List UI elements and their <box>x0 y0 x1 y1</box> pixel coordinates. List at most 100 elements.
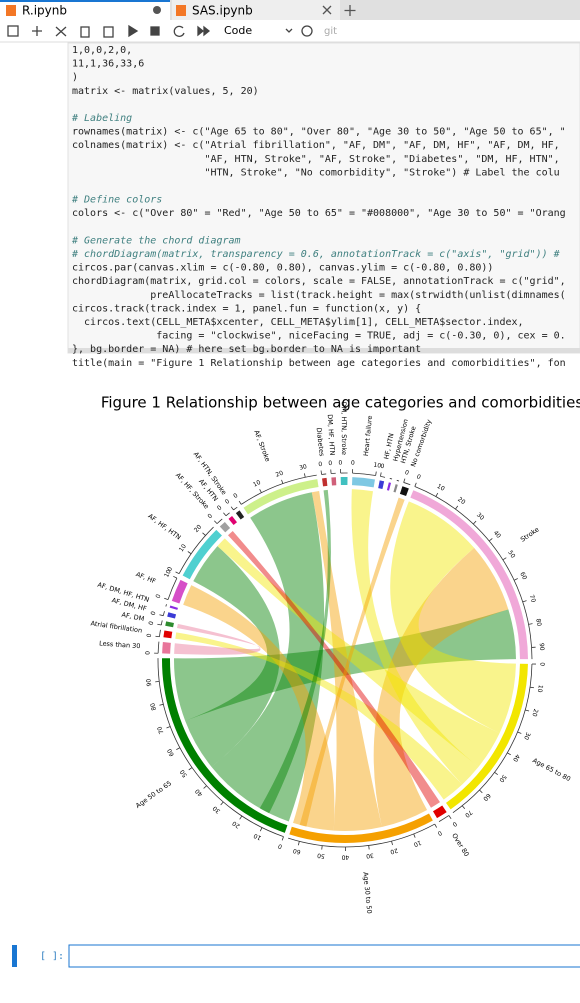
tick-label: 90 <box>538 643 546 651</box>
code-line: chordDiagram(matrix, grid.col = colors, … <box>72 276 566 287</box>
tick-label: 0 <box>328 460 333 467</box>
tick-label: 0 <box>145 651 152 655</box>
tick-label: 0 <box>155 593 163 599</box>
tick-label: 50 <box>317 852 326 860</box>
sector-label: AF, Stroke <box>252 429 271 463</box>
axis-line <box>217 519 222 524</box>
tick <box>214 521 217 524</box>
axis-line <box>159 630 160 637</box>
tick-label: 40 <box>341 853 349 860</box>
cell-type[interactable]: Code <box>224 24 252 37</box>
tick-label: 0 <box>224 498 231 506</box>
axis-line <box>352 473 375 475</box>
axis-line <box>397 480 399 481</box>
sector-label: Age 65 to 80 <box>531 756 572 783</box>
tick-label: 10 <box>536 684 544 693</box>
axis-line <box>233 507 237 510</box>
tick-label: 90 <box>145 678 153 687</box>
tick-label: 50 <box>497 773 507 783</box>
tick <box>479 790 482 793</box>
tick <box>489 538 492 541</box>
axis-line <box>161 620 162 625</box>
tick <box>189 768 192 770</box>
tick-label: 0 <box>451 820 458 828</box>
tick-label: 10 <box>178 543 188 553</box>
sector-label: Less than 30 <box>99 639 141 650</box>
tick <box>173 576 177 578</box>
tick <box>260 828 262 832</box>
axis-line <box>226 513 230 516</box>
tick <box>455 506 457 509</box>
sector-arc <box>236 510 244 519</box>
sector-label: DM, HF, HTN <box>326 414 337 456</box>
tick <box>204 786 207 789</box>
tick-label: 30 <box>475 512 485 522</box>
sector-label: AF, HF, HTN <box>146 512 182 542</box>
input-cell[interactable] <box>69 945 580 967</box>
tick <box>529 624 533 625</box>
sector-label: DM, HTN, Stroke <box>340 402 348 455</box>
tick <box>203 533 206 536</box>
tick <box>298 841 299 845</box>
tick <box>523 601 527 602</box>
code-line: circos.par(canvas.xlim = c(-0.80, 0.80),… <box>72 263 493 274</box>
tick <box>231 507 233 510</box>
sector-arc <box>167 612 176 618</box>
sector-arc <box>433 805 447 818</box>
tick <box>462 806 465 809</box>
sector-label: Stroke <box>519 525 541 543</box>
sector-arc <box>352 477 375 487</box>
code-line: facing = "clockwise", niceFacing = TRUE,… <box>72 331 566 342</box>
tick <box>518 732 522 734</box>
tick <box>436 493 438 496</box>
code-line: circos.text(CELL_META$xcenter, CELL_META… <box>72 317 524 328</box>
tick <box>176 572 180 574</box>
tick-label: 0 <box>436 829 443 837</box>
tick-label: 70 <box>156 725 165 735</box>
tick <box>369 845 370 849</box>
tick-label: 10 <box>412 839 422 848</box>
tick <box>164 598 168 599</box>
sector-arc <box>163 631 172 639</box>
tick-label: 80 <box>534 618 542 627</box>
code-line: # chordDiagram(matrix, transparency = 0.… <box>71 249 561 260</box>
tick <box>159 615 163 616</box>
tick-label: 0 <box>380 463 385 471</box>
git[interactable]: git <box>324 26 337 37</box>
tick-label: 10 <box>252 832 262 842</box>
code-line: colors <- c("Over 80" = "Red", "Age 50 t… <box>72 208 566 219</box>
sector-arc <box>331 477 336 485</box>
chords <box>174 489 516 831</box>
tick <box>473 521 476 524</box>
sector-arc <box>387 482 391 490</box>
tick <box>188 551 191 553</box>
code-line: }, bg.border = NA) # here set bg.border … <box>72 344 421 355</box>
tick <box>221 802 224 805</box>
code-line: title(main = "Figure 1 Relationship betw… <box>72 358 566 369</box>
tick <box>282 837 283 841</box>
sector-label: AF, DM <box>121 611 145 623</box>
tick-label: 0 <box>338 460 342 467</box>
stop[interactable] <box>151 27 159 35</box>
tick <box>415 483 416 487</box>
tick-label: 60 <box>518 571 528 581</box>
tick <box>157 624 161 625</box>
axis-line <box>166 604 167 606</box>
code-line: ) <box>72 72 78 83</box>
sector-arc <box>378 480 384 489</box>
code-line: matrix <- matrix(values, 5, 20) <box>72 86 259 97</box>
tick-label: 70 <box>463 808 473 818</box>
tab-label[interactable]: R.ipynb <box>22 4 67 18</box>
tick <box>176 748 180 750</box>
tick-label: 60 <box>166 747 176 757</box>
tab-label[interactable]: SAS.ipynb <box>192 4 253 18</box>
tick-label: 30 <box>211 804 221 814</box>
tick-label: 20 <box>275 470 285 479</box>
tick-label: 10 <box>436 483 446 493</box>
tick-label: 0 <box>415 473 421 481</box>
tick <box>282 480 283 484</box>
sector-label: Over 80 <box>450 832 471 858</box>
axis-line <box>158 642 159 654</box>
